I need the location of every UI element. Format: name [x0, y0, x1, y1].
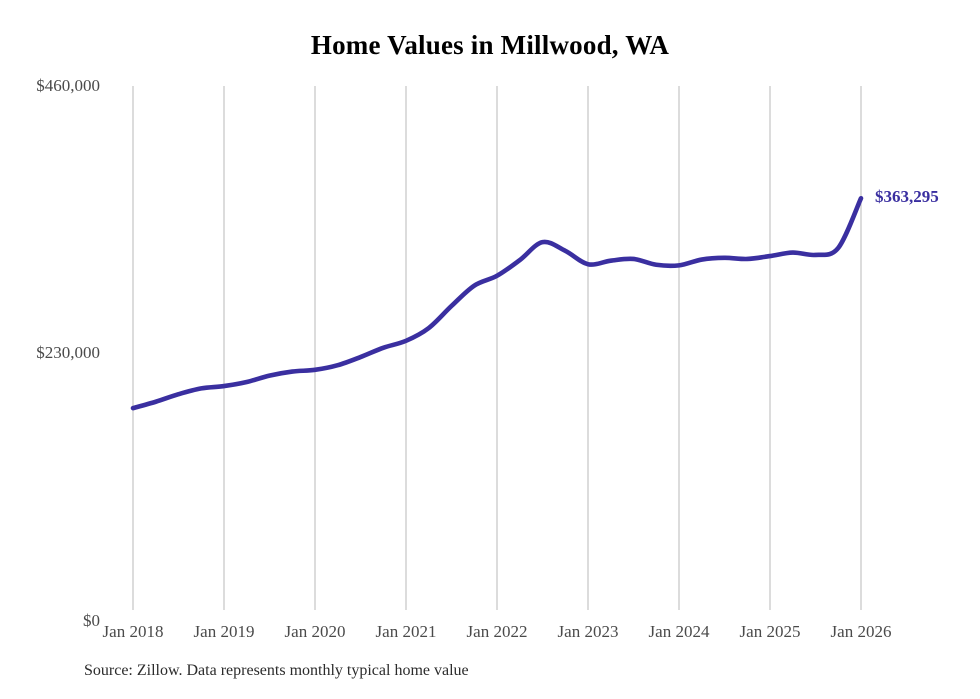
y-axis-tick-460000: $460,000 — [36, 76, 100, 95]
x-axis-tick-jan-2025: Jan 2025 — [739, 622, 801, 641]
x-axis-tick-jan-2020: Jan 2020 — [284, 622, 346, 641]
x-axis-tick-jan-2019: Jan 2019 — [193, 622, 255, 641]
x-axis-tick-jan-2026: Jan 2026 — [830, 622, 892, 641]
chart-title: Home Values in Millwood, WA — [310, 30, 670, 60]
data-line-series-1 — [130, 195, 864, 411]
y-axis-tick-230000: $230,000 — [36, 343, 100, 362]
x-axis-tick-jan-2022: Jan 2022 — [466, 622, 528, 641]
x-axis-tick-jan-2023: Jan 2023 — [557, 622, 619, 641]
x-axis-tick-jan-2024: Jan 2024 — [648, 622, 710, 641]
end-value-annotation: $363,295 — [875, 187, 939, 207]
source-footnote: Source: Zillow. Data represents monthly … — [84, 662, 469, 679]
x-axis-tick-jan-2018: Jan 2018 — [102, 622, 164, 641]
x-axis-tick-jan-2021: Jan 2021 — [375, 622, 437, 641]
y-axis-tick-0: $0 — [83, 611, 100, 630]
gridlines-group — [132, 86, 862, 610]
